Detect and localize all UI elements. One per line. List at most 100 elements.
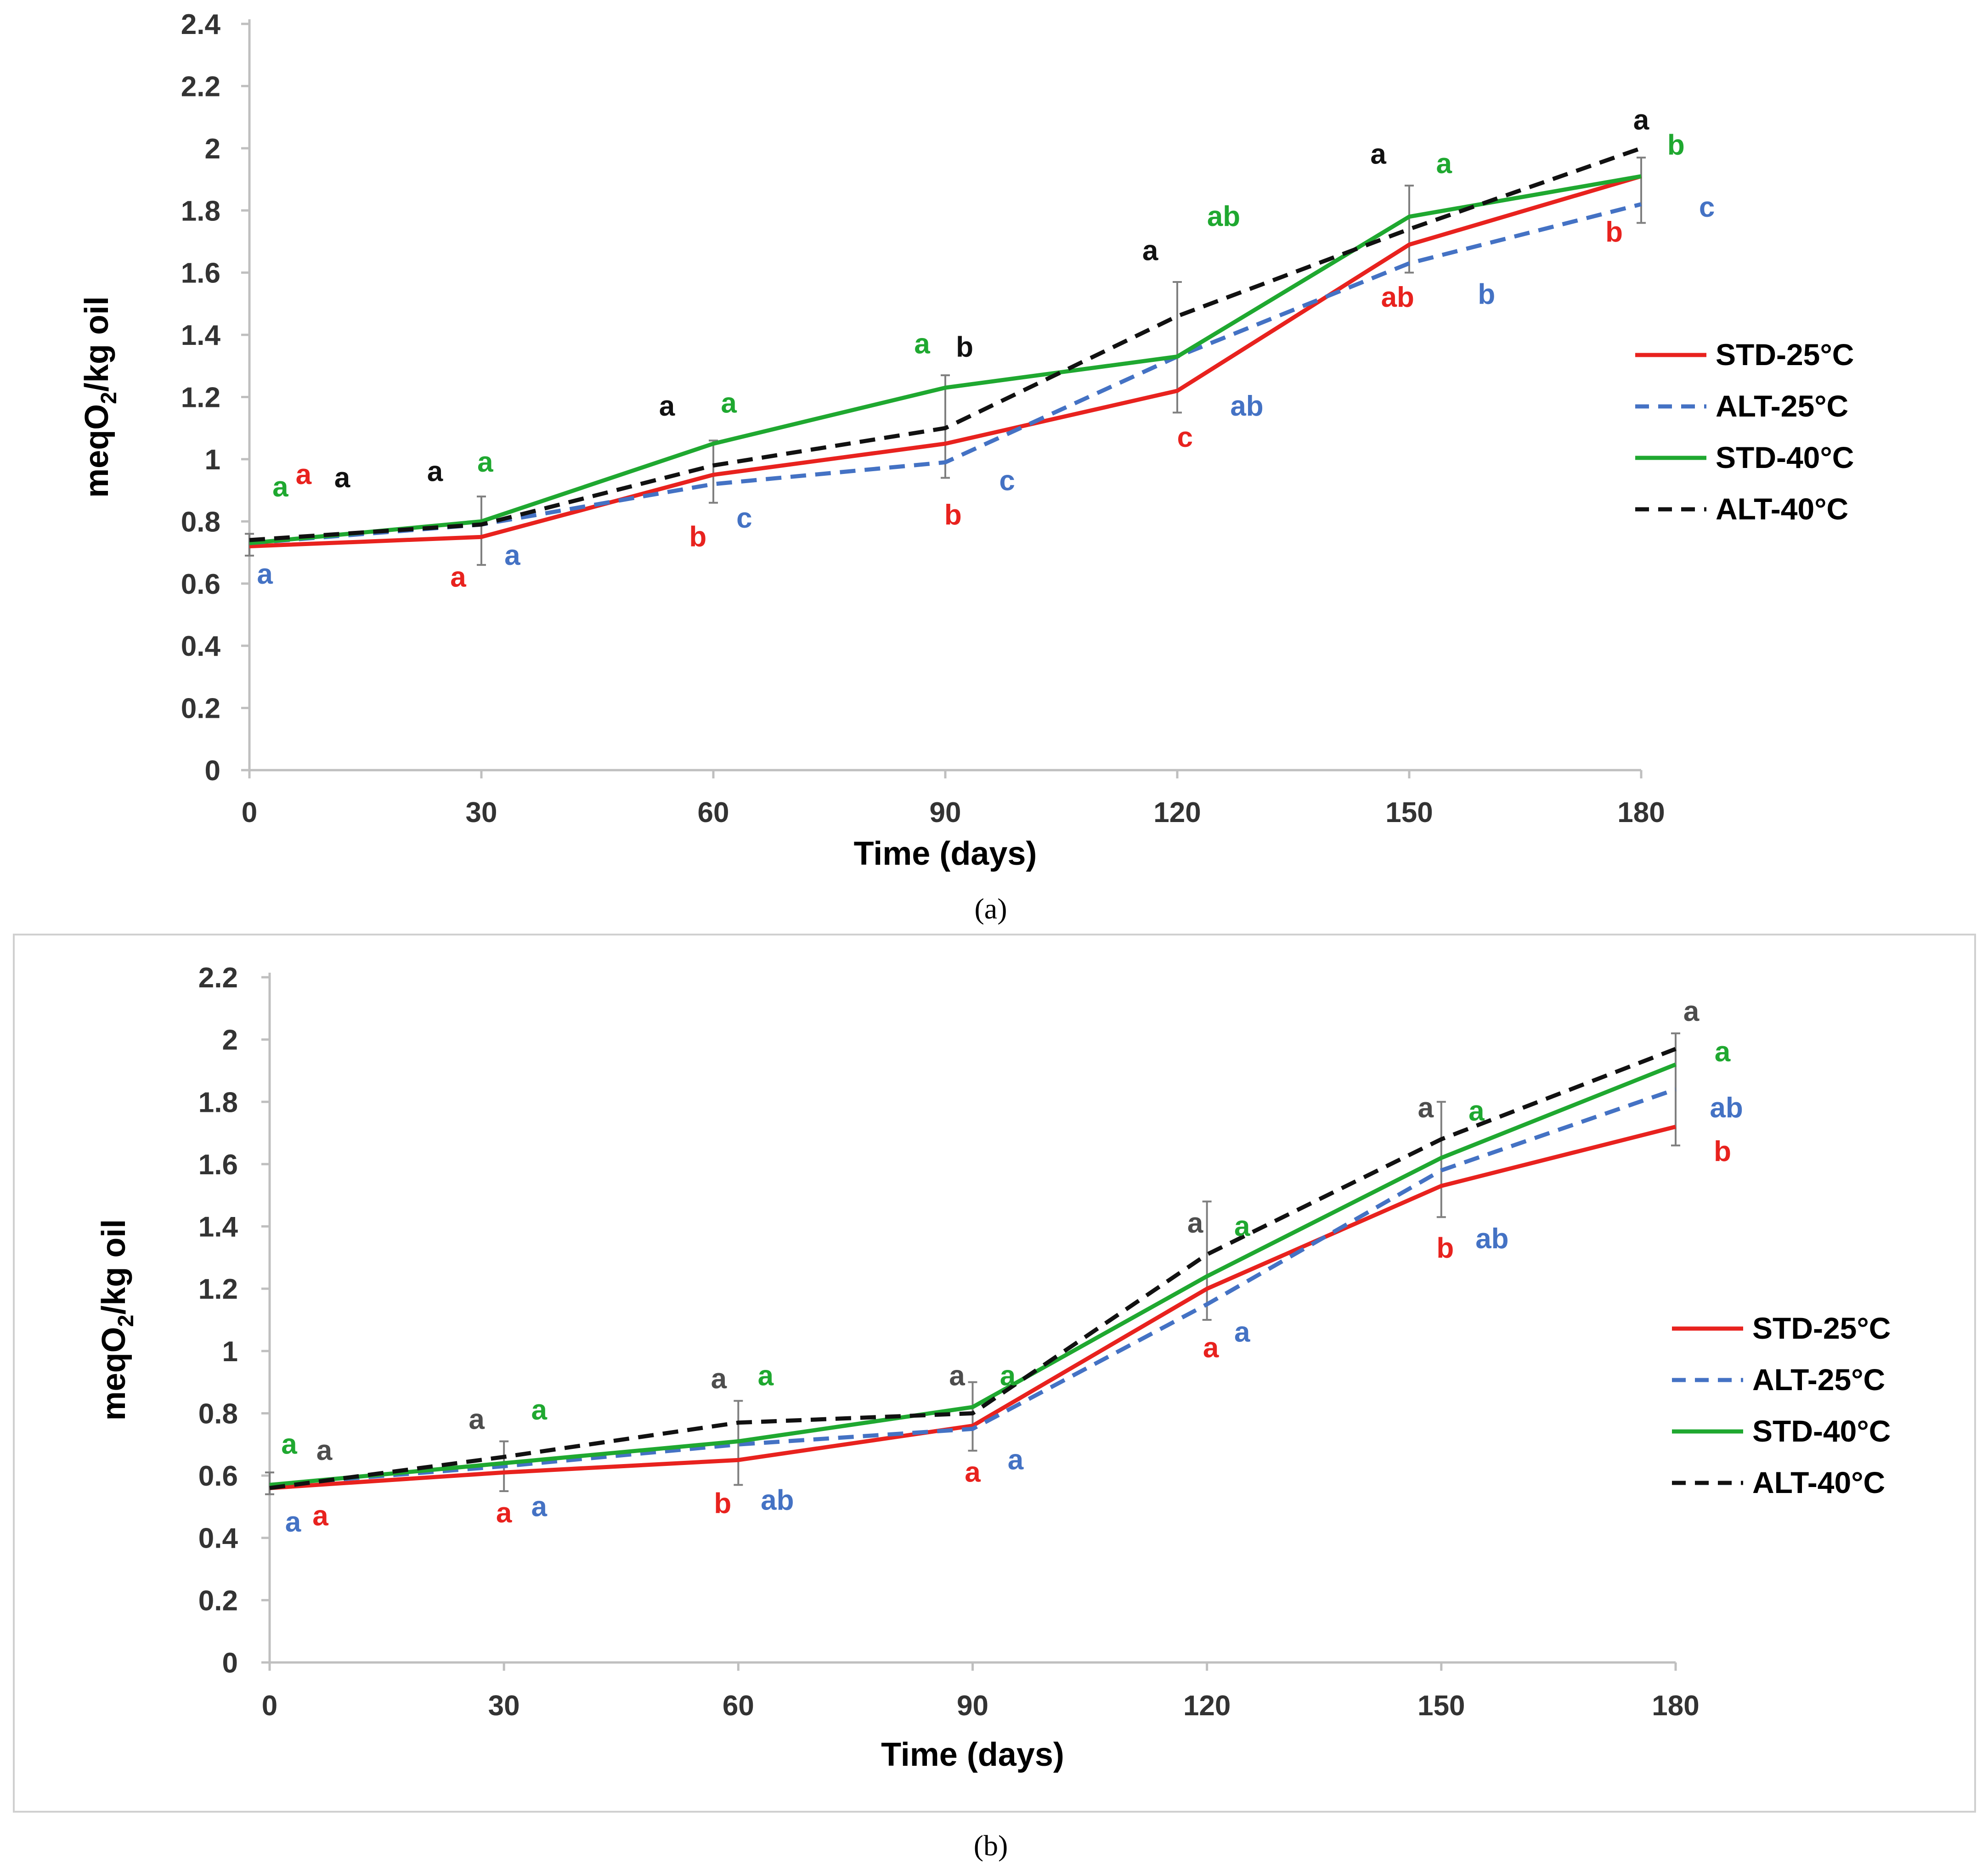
significance-letter: a xyxy=(296,459,312,490)
significance-letter: a xyxy=(1633,104,1649,136)
legend-label: ALT-40°C xyxy=(1752,1465,1885,1499)
y-tick-label: 0.6 xyxy=(198,1460,238,1492)
legend-label: STD-40°C xyxy=(1716,440,1854,474)
significance-letter: a xyxy=(949,1360,965,1392)
significance-letter: a xyxy=(1000,1360,1016,1392)
x-tick-label: 30 xyxy=(488,1690,520,1722)
y-tick-label: 0.8 xyxy=(198,1398,238,1430)
significance-letter: a xyxy=(316,1435,333,1466)
significance-letter: a xyxy=(427,456,443,487)
legend-label: STD-25°C xyxy=(1716,338,1854,372)
y-tick-label: 1.8 xyxy=(198,1087,238,1118)
significance-letter: a xyxy=(1234,1316,1250,1348)
significance-letter: a xyxy=(1715,1036,1731,1068)
significance-letter: a xyxy=(450,562,466,593)
y-tick-label: 0.8 xyxy=(181,506,220,538)
y-tick-label: 2.2 xyxy=(181,71,220,102)
y-tick-label: 0.4 xyxy=(181,631,221,662)
legend-label: STD-25°C xyxy=(1752,1311,1891,1345)
significance-letter: b xyxy=(1478,278,1495,310)
y-tick-label: 1.6 xyxy=(181,258,220,289)
significance-letter: a xyxy=(281,1429,297,1460)
significance-letter: a xyxy=(758,1360,774,1392)
significance-letter: ab xyxy=(1381,282,1414,313)
significance-letter: a xyxy=(1468,1095,1485,1127)
y-axis-title-rest: /kg oil xyxy=(96,1219,132,1315)
significance-letter: b xyxy=(944,499,962,531)
series-line-std-40-c xyxy=(269,1062,1677,1487)
significance-letter: c xyxy=(999,465,1015,497)
y-tick-label: 2.2 xyxy=(198,962,238,994)
significance-letter: a xyxy=(721,387,737,419)
x-tick-label: 180 xyxy=(1617,797,1665,828)
chart-panel-a: 0 0.2 0.4 0.6 0.8 1 1.2 1.4 1.6 1.8 2 2.2 2.4 0 30 60 90… xyxy=(79,9,1854,872)
y-tick-label: 2 xyxy=(222,1025,238,1056)
y-tick-label: 0 xyxy=(205,755,220,787)
x-tick-label: 0 xyxy=(242,797,257,828)
x-tick-label: 120 xyxy=(1153,797,1201,828)
y-tick-label: 2 xyxy=(205,133,220,165)
significance-letter: a xyxy=(1370,139,1386,170)
significance-letter: a xyxy=(496,1497,512,1529)
significance-letter: a xyxy=(914,328,930,360)
significance-letter: b xyxy=(1605,216,1623,248)
significance-letter: c xyxy=(1699,192,1715,223)
significance-letter: ab xyxy=(761,1485,794,1516)
y-axis-title-main: meqO xyxy=(96,1327,132,1420)
x-tick-label: 180 xyxy=(1652,1690,1699,1722)
legend-label: ALT-40°C xyxy=(1716,492,1848,526)
significance-letter: a xyxy=(469,1403,485,1435)
series-line-alt-25-c xyxy=(269,1087,1677,1487)
y-tick-label: 1.8 xyxy=(181,195,220,227)
y-axis-title-subscript: 2 xyxy=(97,392,121,404)
significance-letter: b xyxy=(1714,1136,1731,1167)
y-axis-title: meqO2/kg oil xyxy=(96,1219,138,1421)
y-tick-label: 1.2 xyxy=(181,382,220,414)
significance-letter: a xyxy=(272,471,288,503)
y-tick-label: 0.2 xyxy=(198,1585,238,1617)
legend-label: ALT-25°C xyxy=(1716,389,1848,423)
series-line-std-25-c xyxy=(269,1125,1677,1490)
legend-label: STD-40°C xyxy=(1752,1414,1891,1448)
y-tick-label: 1 xyxy=(205,444,220,476)
y-tick-label: 1.4 xyxy=(198,1211,238,1243)
y-tick-label: 1.6 xyxy=(198,1149,238,1181)
significance-letter: a xyxy=(711,1363,727,1395)
significance-letter: a xyxy=(285,1506,301,1538)
x-tick-label: 120 xyxy=(1183,1690,1231,1722)
x-axis-title: Time (days) xyxy=(854,835,1037,872)
significance-letter: a xyxy=(1418,1092,1434,1124)
significance-letter: a xyxy=(1436,148,1452,180)
series-line-alt-40-c xyxy=(269,1047,1677,1490)
significance-letter: a xyxy=(531,1491,547,1522)
y-tick-label: 0.2 xyxy=(181,693,220,725)
y-tick-label: 0.6 xyxy=(181,569,220,600)
x-tick-label: 0 xyxy=(262,1690,277,1722)
significance-letter: b xyxy=(1667,129,1685,161)
x-tick-label: 30 xyxy=(466,797,497,828)
chart-panel-b: 0 0.2 0.4 0.6 0.8 1 1.2 1.4 1.6 1.8 2 2.2 0 30 60 90 120… xyxy=(96,962,1891,1773)
significance-letter: ab xyxy=(1710,1092,1743,1124)
significance-letter: a xyxy=(1142,235,1158,267)
y-tick-label: 0.4 xyxy=(198,1523,238,1555)
significance-letter: a xyxy=(257,558,273,590)
series-line-std-40-c xyxy=(249,174,1642,546)
significance-letter: b xyxy=(1436,1232,1454,1264)
significance-letter: a xyxy=(531,1394,547,1426)
series-line-alt-40-c xyxy=(249,146,1642,542)
significance-letter: a xyxy=(1008,1444,1024,1476)
x-tick-label: 150 xyxy=(1385,797,1433,828)
significance-letter: a xyxy=(1187,1207,1203,1239)
x-tick-label: 150 xyxy=(1417,1690,1465,1722)
significance-letter: b xyxy=(714,1487,731,1519)
significance-letter: a xyxy=(965,1457,981,1488)
significance-letter: a xyxy=(1683,996,1700,1027)
x-tick-label: 60 xyxy=(698,797,729,828)
significance-letter: a xyxy=(1234,1211,1250,1242)
significance-letter: a xyxy=(477,446,493,478)
significance-letter: a xyxy=(312,1500,328,1532)
significance-letter: c xyxy=(736,502,752,534)
y-tick-label: 1.4 xyxy=(181,320,221,351)
y-axis-title: meqO2/kg oil xyxy=(79,296,121,498)
significance-letter: a xyxy=(1203,1332,1219,1363)
